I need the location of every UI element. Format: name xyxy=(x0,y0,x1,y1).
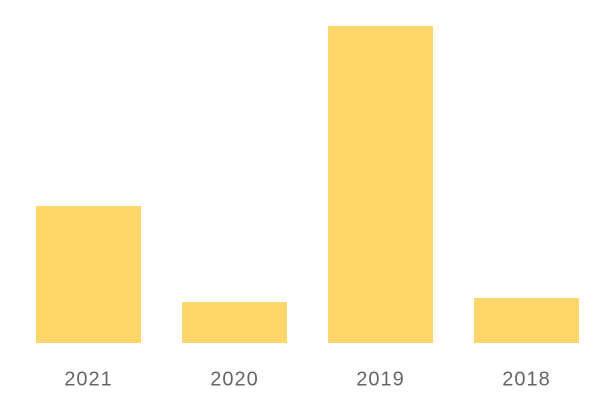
x-tick-label: 2020 xyxy=(210,368,259,390)
x-tick-label: 2018 xyxy=(502,368,551,390)
x-tick-label: 2021 xyxy=(64,368,113,390)
bar xyxy=(36,206,141,343)
bar xyxy=(328,26,433,343)
x-tick-label: 2019 xyxy=(356,368,405,390)
bar xyxy=(474,298,579,343)
bar xyxy=(182,302,287,343)
